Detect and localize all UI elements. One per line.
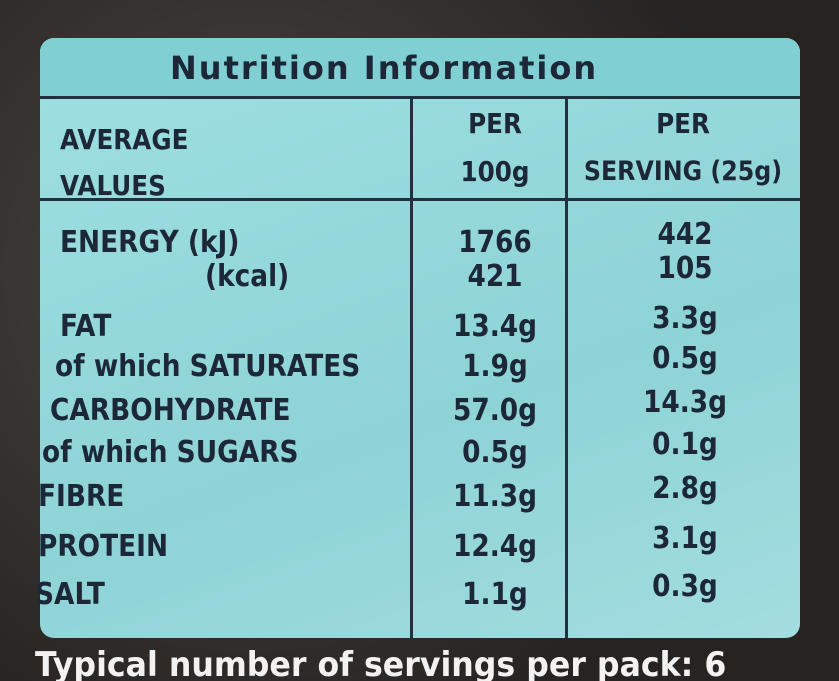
nutrient-label: SALT: [35, 577, 105, 612]
nutrient-label: FAT: [60, 309, 112, 344]
value-cell: 3.1g: [652, 521, 718, 556]
header: VALUES: [60, 169, 166, 202]
value-cell: 3.3g: [652, 301, 718, 336]
value-cell: 13.4g: [452, 309, 538, 344]
nutrient-label: CARBOHYDRATE: [50, 393, 291, 428]
nutrient-label: PROTEIN: [38, 529, 169, 564]
header: 100g: [460, 155, 530, 188]
header: AVERAGE: [60, 123, 189, 156]
value-cell: 57.0g: [452, 393, 538, 428]
header: SERVING (25g): [583, 156, 783, 187]
value-cell: 12.4g: [452, 529, 538, 564]
nutrient-label: (kcal): [205, 259, 290, 294]
value-cell: 1766: [458, 225, 532, 260]
column-line: [410, 98, 413, 638]
value-cell: 0.5g: [652, 341, 718, 376]
value-cell: 11.3g: [452, 479, 538, 514]
value-cell: 1.1g: [462, 577, 528, 612]
nutrient-label: ENERGY (kJ): [60, 225, 240, 260]
value-cell: 14.3g: [642, 385, 728, 420]
value-cell: 2.8g: [652, 471, 718, 506]
nutrient-label: FIBRE: [38, 479, 125, 514]
title: Nutrition Information: [170, 49, 599, 87]
column-line: [565, 98, 568, 638]
value-cell: 421: [467, 259, 523, 294]
footer: Typical number of servings per pack: 6: [35, 645, 727, 681]
header: PER: [656, 107, 710, 140]
value-cell: 0.3g: [652, 569, 718, 604]
value-cell: 0.1g: [652, 427, 718, 462]
value-cell: 105: [657, 251, 713, 286]
header: PER: [468, 107, 522, 140]
value-cell: 1.9g: [462, 349, 528, 384]
nutrient-label: of which SUGARS: [42, 435, 299, 470]
title-bar: [40, 38, 800, 99]
row-line: [40, 198, 800, 201]
value-cell: 442: [657, 217, 713, 252]
label-panel: [40, 38, 800, 638]
nutrient-label: of which SATURATES: [55, 349, 361, 384]
value-cell: 0.5g: [462, 435, 528, 470]
